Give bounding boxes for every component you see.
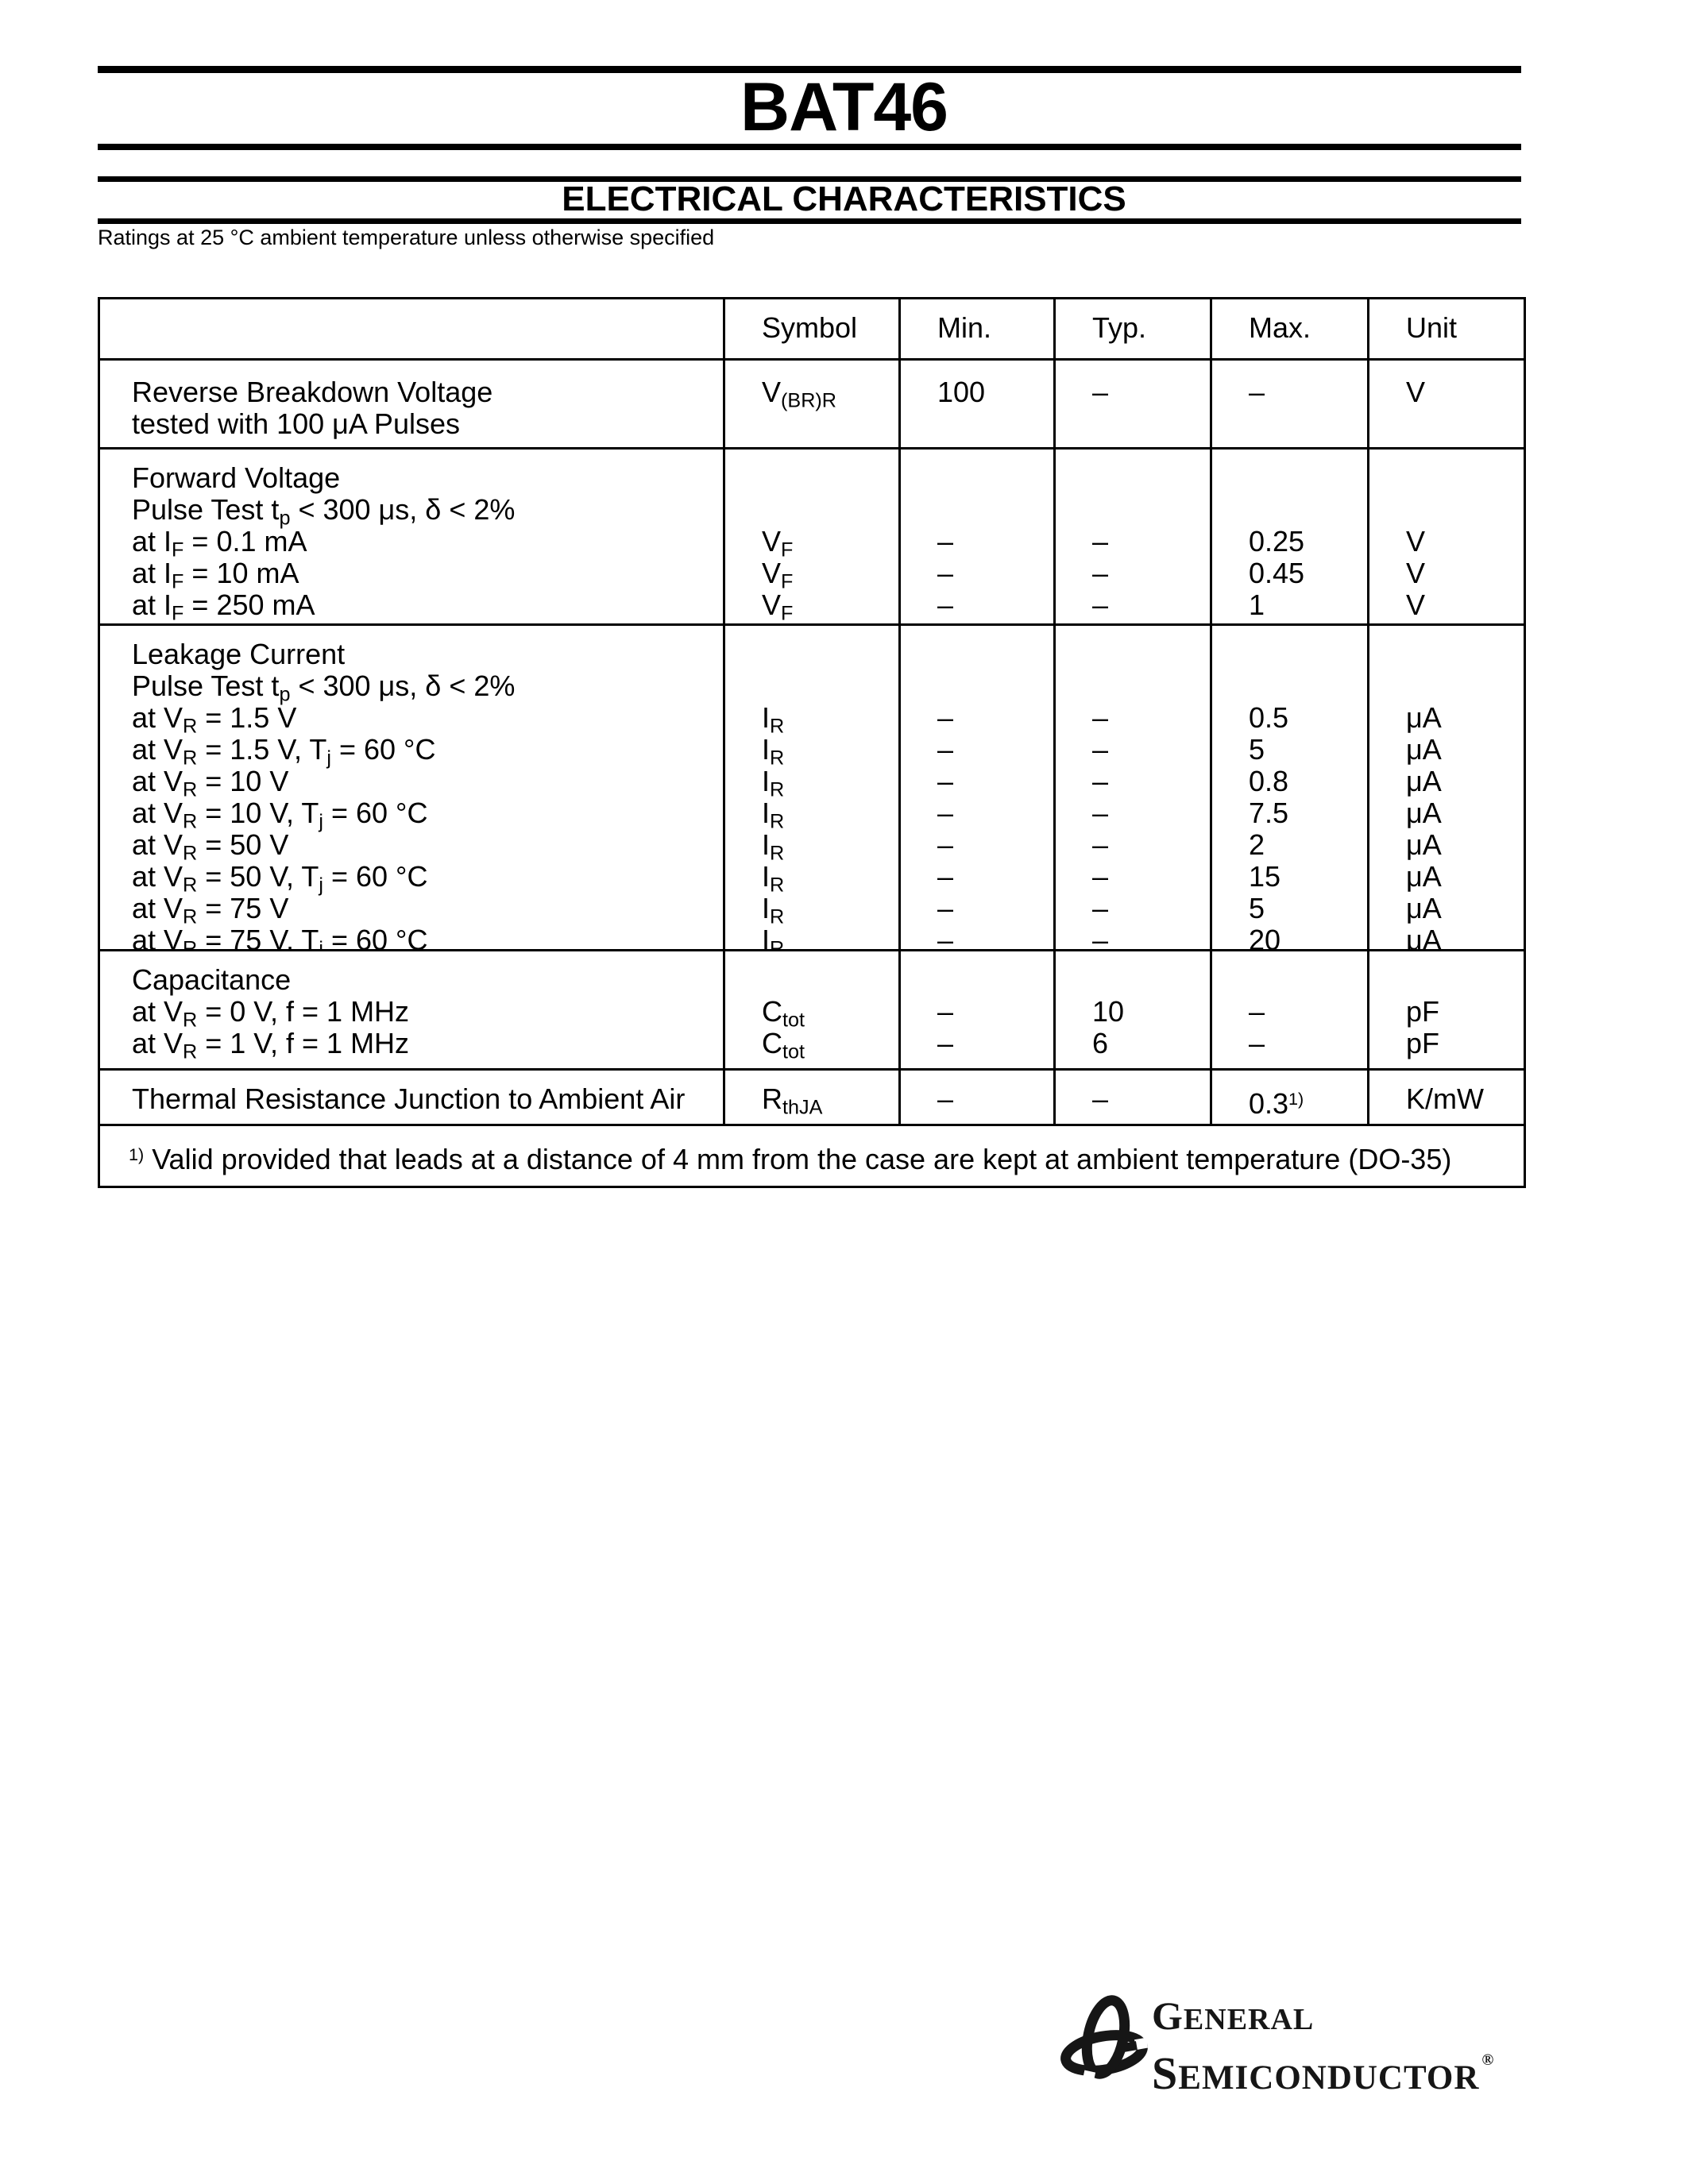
cell-max: 0.31)	[1210, 1071, 1367, 1124]
table-header-row: Symbol Min. Typ. Max. Unit	[100, 299, 1524, 358]
cell-typ: 10 6	[1053, 951, 1210, 1068]
brand-name: GENERAL SEMICONDUCTOR ®	[1152, 1995, 1493, 2098]
cell-max: –	[1210, 361, 1367, 447]
page-title: BAT46	[740, 69, 948, 145]
ratings-note: Ratings at 25 °C ambient temperature unl…	[98, 226, 715, 249]
cell-min: – – –	[898, 450, 1053, 623]
cell-symbol: V(BR)R	[723, 361, 898, 447]
column-header-symbol: Symbol	[723, 299, 898, 358]
brand-logo: GENERAL SEMICONDUCTOR ®	[1060, 1995, 1493, 2098]
section-bottom-rule	[98, 218, 1521, 224]
registered-trademark-icon: ®	[1481, 2051, 1494, 2069]
table-footnote: 1) Valid provided that leads at a distan…	[100, 1124, 1524, 1186]
column-header-min: Min.	[898, 299, 1053, 358]
cell-typ: –	[1053, 361, 1210, 447]
column-header-unit: Unit	[1367, 299, 1524, 358]
cell-typ: – – –	[1053, 450, 1210, 623]
column-header-typ: Typ.	[1053, 299, 1210, 358]
title-bottom-rule	[98, 144, 1521, 150]
section-heading: ELECTRICAL CHARACTERISTICS	[562, 179, 1126, 218]
cell-min: –	[898, 1071, 1053, 1124]
cell-unit: μA μA μA μA μA μA μA μA	[1367, 626, 1524, 949]
cell-description: Leakage Current Pulse Test tp < 300 μs, δ…	[132, 638, 516, 950]
cell-max: – –	[1210, 951, 1367, 1068]
brand-name-line1: GENERAL	[1152, 1993, 1315, 2038]
table-row-leakage-current: Leakage Current Pulse Test tp < 300 μs, δ…	[100, 623, 1524, 949]
cell-symbol: Ctot Ctot	[723, 951, 898, 1068]
cell-min: – – – – – – – –	[898, 626, 1053, 949]
cell-min: – –	[898, 951, 1053, 1068]
electrical-characteristics-table: Symbol Min. Typ. Max. Unit Reverse Break…	[98, 297, 1526, 1188]
table-row-forward-voltage: Forward Voltage Pulse Test tp < 300 μs, δ…	[100, 447, 1524, 623]
cell-symbol: VF VF VF	[723, 450, 898, 623]
cell-unit: V	[1367, 361, 1524, 447]
cell-max: 0.5 5 0.8 7.5 2 15 5 20	[1210, 626, 1367, 949]
cell-unit: pF pF	[1367, 951, 1524, 1068]
cell-description: Thermal Resistance Junction to Ambient A…	[132, 1082, 686, 1115]
column-header-max: Max.	[1210, 299, 1367, 358]
cell-description: Capacitance at VR = 0 V, f = 1 MHz at VR =…	[132, 963, 410, 1063]
brand-name-line2: SEMICONDUCTOR ®	[1152, 2047, 1494, 2099]
table-row-capacitance: Capacitance at VR = 0 V, f = 1 MHz at VR =…	[100, 949, 1524, 1068]
cell-max: 0.25 0.45 1	[1210, 450, 1367, 623]
cell-typ: – – – – – – – –	[1053, 626, 1210, 949]
cell-description: Reverse Breakdown Voltage tested with 100…	[132, 376, 493, 440]
top-rule	[98, 66, 1521, 73]
cell-symbol: RthJA	[723, 1071, 898, 1124]
cell-typ: –	[1053, 1071, 1210, 1124]
cell-symbol: IR IR IR IR IR IR IR IR	[723, 626, 898, 949]
general-semiconductor-logo-icon	[1060, 1995, 1149, 2092]
table-row-thermal-resistance: Thermal Resistance Junction to Ambient A…	[100, 1068, 1524, 1124]
column-header-parameter	[100, 299, 723, 358]
cell-unit: K/mW	[1367, 1071, 1524, 1124]
cell-description: Forward Voltage Pulse Test tp < 300 μs, δ…	[132, 461, 516, 624]
table-row-reverse-breakdown-voltage: Reverse Breakdown Voltage tested with 100…	[100, 358, 1524, 447]
section-top-rule	[98, 176, 1521, 182]
cell-min: 100	[898, 361, 1053, 447]
